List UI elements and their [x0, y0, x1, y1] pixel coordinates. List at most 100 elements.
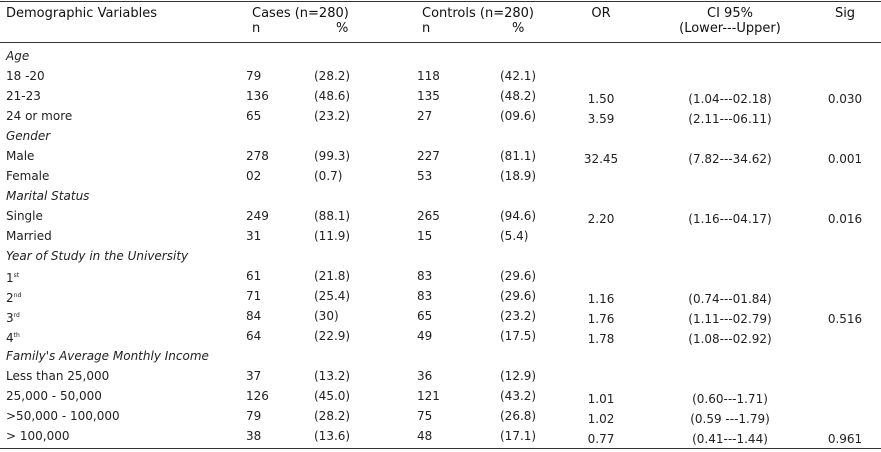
section-label: Year of Study in the University: [6, 249, 188, 263]
table-row: >50,000 - 100,000 79 (28.2) 75 (26.8) 1.02 (0.…: [0, 409, 881, 426]
cases-pct-cell: (48.6): [314, 89, 351, 103]
row-label: 3rd: [6, 309, 20, 325]
section-label: Gender: [6, 129, 50, 143]
header-controls-n: n: [422, 21, 431, 36]
row-label: Married: [6, 229, 52, 243]
header-ci: CI 95%: [707, 6, 753, 21]
table-row: Less than 25,000 37 (13.2) 36 (12.9): [0, 369, 881, 383]
row-label-text: 24 or more: [6, 109, 73, 123]
top-rule: [0, 1, 881, 2]
table-row: 24 or more 65 (23.2) 27 (09.6) 3.59 (2.11---06…: [0, 109, 881, 126]
header-cases-pct: %: [336, 21, 349, 36]
row-label-text: Marital Status: [6, 189, 90, 203]
controls-n-cell: 53: [417, 169, 433, 183]
row-label-text: 4: [6, 331, 14, 345]
row-label: 24 or more: [6, 109, 72, 123]
controls-n-cell: 121: [417, 389, 440, 403]
table-row: 18 -20 79 (28.2) 118 (42.1): [0, 69, 881, 83]
cases-pct-cell: (13.6): [314, 429, 351, 443]
section-header-row: Family's Average Monthly Income: [0, 349, 881, 363]
cases-n-cell: 249: [246, 209, 269, 223]
controls-pct-cell: (94.6): [500, 209, 537, 223]
cases-pct-cell: (25.4): [314, 289, 351, 303]
table-row: 1st 61 (21.8) 83 (29.6): [0, 269, 881, 285]
controls-pct-cell: (48.2): [500, 89, 537, 103]
header-controls-pct: %: [512, 21, 525, 36]
controls-n-cell: 27: [417, 109, 433, 123]
table-row: 3rd 84 (30) 65 (23.2) 1.76 (1.11---02.79) 0.516: [0, 309, 881, 326]
table-row: 25,000 - 50,000 126 (45.0) 121 (43.2) 1.01 (0.…: [0, 389, 881, 406]
table-row: 4th 64 (22.9) 49 (17.5) 1.78 (1.08---02.92): [0, 329, 881, 346]
cases-pct-cell: (0.7): [314, 169, 343, 183]
section-label: Family's Average Monthly Income: [6, 349, 209, 363]
controls-n-cell: 49: [417, 329, 433, 343]
controls-pct-cell: (12.9): [500, 369, 537, 383]
table-row: > 100,000 38 (13.6) 48 (17.1) 0.77 (0.41---1.4…: [0, 429, 881, 446]
controls-pct-cell: (26.8): [500, 409, 537, 423]
cases-pct-cell: (99.3): [314, 149, 351, 163]
controls-pct-cell: (43.2): [500, 389, 537, 403]
row-label-text: > 100,000: [6, 429, 70, 443]
confidence-interval-cell: (0.41---1.44): [692, 432, 768, 446]
cases-n-cell: 37: [246, 369, 262, 383]
controls-n-cell: 83: [417, 289, 433, 303]
controls-n-cell: 75: [417, 409, 433, 423]
row-label-text: Age: [6, 49, 30, 63]
controls-n-cell: 48: [417, 429, 433, 443]
table-row: Female 02 (0.7) 53 (18.9): [0, 169, 881, 183]
controls-pct-cell: (29.6): [500, 289, 537, 303]
cases-n-cell: 84: [246, 309, 262, 323]
controls-pct-cell: (09.6): [500, 109, 537, 123]
row-label-text: 21-23: [6, 89, 41, 103]
header-cases-n: n: [252, 21, 261, 36]
controls-pct-cell: (5.4): [500, 229, 529, 243]
cases-pct-cell: (22.9): [314, 329, 351, 343]
header-demographic-variables: Demographic Variables: [6, 6, 157, 21]
odds-ratio-cell: 1.02: [587, 412, 615, 426]
odds-ratio-cell: 1.78: [587, 332, 615, 346]
significance-cell: 0.961: [827, 432, 863, 446]
cases-pct-cell: (13.2): [314, 369, 351, 383]
controls-n-cell: 83: [417, 269, 433, 283]
ordinal-suffix: nd: [13, 292, 22, 299]
row-label-text: Family's Average Monthly Income: [6, 349, 209, 363]
section-header-row: Marital Status: [0, 189, 881, 203]
row-label-text: 2: [6, 291, 14, 305]
confidence-interval-cell: (1.16---04.17): [688, 212, 772, 226]
controls-pct-cell: (81.1): [500, 149, 537, 163]
header-sig: Sig: [834, 6, 856, 21]
row-label-text: 25,000 - 50,000: [6, 389, 102, 403]
ordinal-suffix: rd: [13, 312, 20, 319]
cases-pct-cell: (11.9): [314, 229, 351, 243]
table-row: 21-23 136 (48.6) 135 (48.2) 1.50 (1.04---02.18…: [0, 89, 881, 106]
header-cases: Cases (n=280): [252, 6, 349, 21]
controls-pct-cell: (17.1): [500, 429, 537, 443]
cases-n-cell: 64: [246, 329, 262, 343]
section-label: Marital Status: [6, 189, 89, 203]
row-label-text: Married: [6, 229, 52, 243]
cases-n-cell: 65: [246, 109, 262, 123]
row-label: 25,000 - 50,000: [6, 389, 102, 403]
row-label: Less than 25,000: [6, 369, 109, 383]
ordinal-suffix: st: [13, 272, 20, 279]
cases-pct-cell: (30): [314, 309, 339, 323]
row-label-text: Male: [6, 149, 35, 163]
row-label: 21-23: [6, 89, 41, 103]
confidence-interval-cell: (0.60---1.71): [692, 392, 768, 406]
significance-cell: 0.030: [827, 92, 863, 106]
row-label: >50,000 - 100,000: [6, 409, 120, 423]
cases-pct-cell: (21.8): [314, 269, 351, 283]
cases-n-cell: 02: [246, 169, 262, 183]
header-or: OR: [591, 6, 611, 21]
significance-cell: 0.016: [827, 212, 863, 226]
confidence-interval-cell: (0.74---01.84): [688, 292, 772, 306]
cases-n-cell: 71: [246, 289, 262, 303]
controls-n-cell: 15: [417, 229, 433, 243]
significance-cell: 0.001: [827, 152, 863, 166]
table-row: Single 249 (88.1) 265 (94.6) 2.20 (1.16---04.1…: [0, 209, 881, 226]
cases-n-cell: 31: [246, 229, 262, 243]
row-label-text: Less than 25,000: [6, 369, 110, 383]
row-label-text: Female: [6, 169, 50, 183]
row-label: 18 -20: [6, 69, 45, 83]
table-row: 2nd 71 (25.4) 83 (29.6) 1.16 (0.74---01.84): [0, 289, 881, 306]
